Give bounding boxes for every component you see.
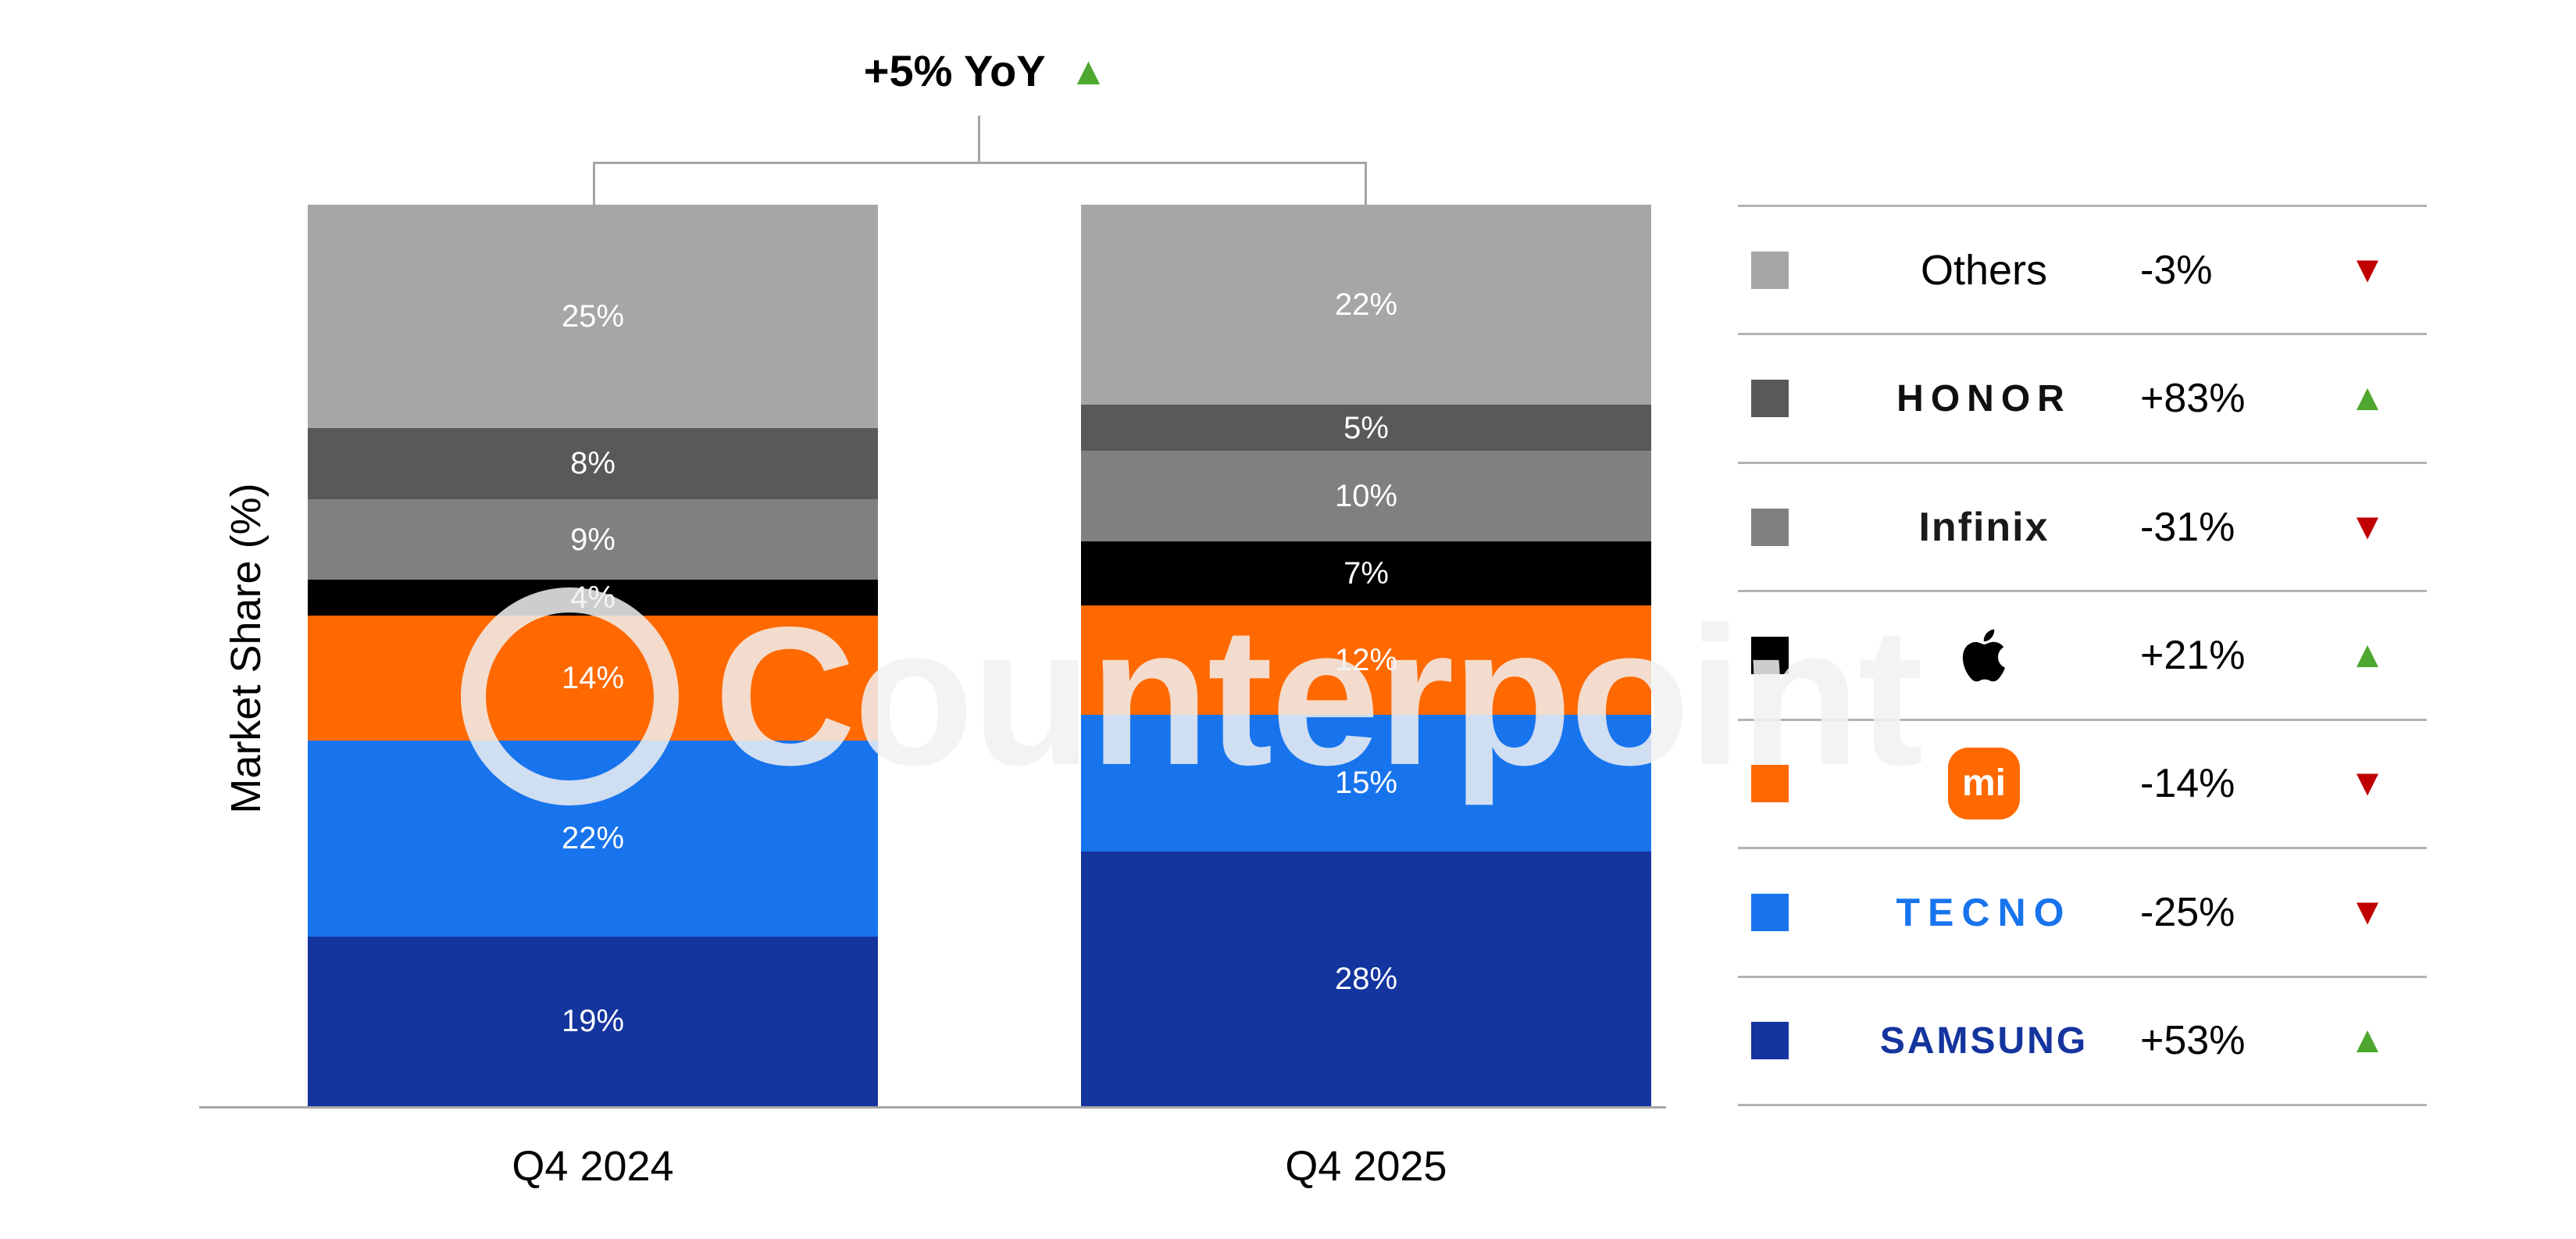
trend-cell: ▼: [2308, 248, 2427, 291]
legend-row-apple: +21% ▲: [1738, 590, 2427, 718]
legend-brand-cell: HONOR: [1828, 377, 2140, 420]
bar-segment-xiaomi: 14%: [308, 615, 878, 741]
trend-down-icon: ▼: [2349, 505, 2386, 548]
brand-label-samsung: SAMSUNG: [1879, 1019, 2089, 1062]
legend-color-swatch: [1751, 636, 1789, 674]
legend-color-swatch: [1751, 893, 1789, 931]
bar-segment-value: 4%: [570, 580, 615, 615]
yoy-value: -25%: [2140, 889, 2235, 935]
legend-row-xiaomi: mi -14% ▼: [1738, 718, 2427, 847]
legend-row-infinix: Infinix -31% ▼: [1738, 461, 2427, 590]
up-triangle-icon: ▲: [1069, 48, 1108, 93]
bar-segment-others: 25%: [308, 205, 878, 428]
bar-segment-value: 15%: [1334, 766, 1398, 801]
bar-segment-samsung: 28%: [1081, 851, 1651, 1106]
y-axis-label: Market Share (%): [223, 483, 269, 814]
legend-row-samsung: SAMSUNG +53% ▲: [1738, 975, 2427, 1104]
bar-segment-xiaomi: 12%: [1081, 605, 1651, 715]
bar-segment-value: 22%: [1334, 287, 1398, 323]
legend-row-honor: HONOR +83% ▲: [1738, 333, 2427, 461]
bar-segment-tecno: 15%: [1081, 714, 1651, 852]
connector-line-mid: [978, 116, 980, 164]
legend: Others -3% ▼ HONOR +83% ▲ Infinix -31% ▼ +21% ▲ mi -…: [1738, 205, 2427, 1106]
legend-swatch-cell: [1738, 251, 1828, 289]
connector-line-right-stub: [1365, 162, 1367, 205]
trend-down-icon: ▼: [2349, 762, 2386, 805]
yoy-annotation-text: +5% YoY: [863, 46, 1046, 95]
yoy-value: +21%: [2140, 632, 2246, 678]
legend-color-swatch: [1751, 1022, 1789, 1060]
bar-segment-value: 14%: [561, 660, 625, 695]
connector-line-left-stub: [593, 162, 595, 205]
legend-swatch-cell: [1738, 765, 1828, 803]
trend-cell: ▲: [2308, 634, 2427, 676]
trend-down-icon: ▼: [2349, 248, 2386, 291]
yoy-value: +83%: [2140, 376, 2246, 422]
yoy-value: -3%: [2140, 247, 2213, 293]
yoy-annotation: +5% YoY ▲: [864, 45, 1108, 96]
bar-segment-apple: 4%: [308, 579, 878, 616]
legend-brand-cell: TECNO: [1828, 890, 2140, 935]
trend-cell: ▲: [2308, 380, 2427, 417]
apple-logo-icon: [1953, 620, 2015, 691]
bar-segment-apple: 7%: [1081, 541, 1651, 605]
legend-brand-cell: Others: [1828, 246, 2140, 295]
trend-down-icon: ▼: [2349, 891, 2386, 933]
legend-brand-cell: [1828, 620, 2140, 691]
bar-segment-tecno: 22%: [308, 740, 878, 937]
legend-row-others: Others -3% ▼: [1738, 205, 2427, 333]
bar-segment-value: 8%: [570, 446, 615, 481]
brand-label-tecno: TECNO: [1896, 890, 2072, 934]
bar-segment-samsung: 19%: [308, 936, 878, 1106]
trend-cell: ▼: [2308, 891, 2427, 933]
trend-up-icon: ▲: [2349, 1019, 2386, 1062]
legend-brand-cell: Infinix: [1828, 504, 2140, 551]
bar-segment-value: 10%: [1334, 479, 1398, 514]
trend-cell: ▲: [2308, 1022, 2427, 1059]
bar-segment-infinix: 9%: [308, 499, 878, 580]
brand-label-others: Others: [1920, 246, 2048, 294]
legend-color-swatch: [1751, 765, 1789, 803]
bar-segment-value: 7%: [1343, 556, 1389, 591]
bar-segment-infinix: 10%: [1081, 450, 1651, 542]
trend-up-icon: ▲: [2349, 377, 2386, 420]
legend-swatch-cell: [1738, 380, 1828, 418]
bar-segment-honor: 8%: [308, 427, 878, 500]
legend-swatch-cell: [1738, 636, 1828, 674]
brand-label-honor: HONOR: [1896, 377, 2071, 420]
brand-label-infinix: Infinix: [1918, 504, 2050, 550]
legend-swatch-cell: [1738, 1022, 1828, 1060]
trend-cell: ▼: [2308, 505, 2427, 548]
bar-segment-value: 28%: [1334, 961, 1398, 996]
yoy-value: +53%: [2140, 1018, 2246, 1064]
legend-swatch-cell: [1738, 893, 1828, 931]
bar-segment-value: 25%: [561, 298, 625, 334]
legend-brand-cell: mi: [1828, 748, 2140, 820]
yoy-value: -14%: [2140, 761, 2235, 807]
bar-segment-honor: 5%: [1081, 405, 1651, 451]
legend-color-swatch: [1751, 508, 1789, 546]
bar-segment-value: 12%: [1334, 642, 1398, 677]
stacked-bar: 19% 22% 14% 4% 9% 8% 25%: [308, 205, 878, 1106]
trend-up-icon: ▲: [2349, 634, 2386, 676]
legend-brand-cell: SAMSUNG: [1828, 1019, 2140, 1062]
yoy-value: -31%: [2140, 504, 2235, 550]
legend-row-tecno: TECNO -25% ▼: [1738, 847, 2427, 975]
bar-segment-value: 5%: [1343, 410, 1389, 445]
legend-color-swatch: [1751, 380, 1789, 418]
bar-segment-others: 22%: [1081, 205, 1651, 405]
x-axis-label: Q4 2024: [512, 1143, 674, 1190]
legend-color-swatch: [1751, 251, 1789, 289]
x-axis-label: Q4 2025: [1285, 1143, 1447, 1190]
trend-cell: ▼: [2308, 765, 2427, 802]
stacked-bar: 28% 15% 12% 7% 10% 5% 22%: [1081, 205, 1651, 1106]
x-axis-line: [199, 1106, 1666, 1109]
bar-segment-value: 9%: [570, 522, 615, 557]
xiaomi-mi-logo-icon: mi: [1948, 748, 2020, 820]
bar-segment-value: 19%: [561, 1004, 625, 1039]
bar-segment-value: 22%: [561, 821, 625, 856]
legend-swatch-cell: [1738, 508, 1828, 546]
